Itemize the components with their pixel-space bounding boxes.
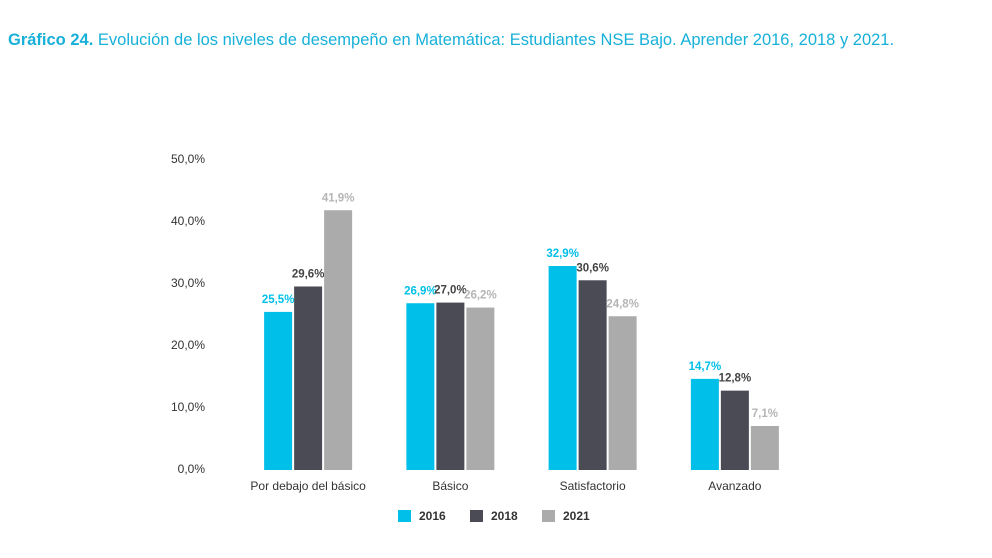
y-tick-label: 20,0% xyxy=(171,338,205,352)
legend-swatch xyxy=(470,510,483,522)
bar xyxy=(436,302,465,470)
legend-swatch xyxy=(398,510,411,522)
y-tick-label: 0,0% xyxy=(178,462,206,476)
title-text: Evolución de los niveles de desempeño en… xyxy=(97,31,895,49)
value-label: 41,9% xyxy=(322,192,355,204)
legend-label: 2018 xyxy=(491,509,518,523)
bar xyxy=(324,210,353,470)
x-tick-label: Por debajo del básico xyxy=(250,479,366,493)
value-label: 32,9% xyxy=(546,248,579,260)
legend-label: 2016 xyxy=(419,509,446,523)
title-label: Gráfico 24. xyxy=(8,31,94,49)
bar xyxy=(466,307,495,470)
value-label: 7,1% xyxy=(752,408,778,420)
legend-label: 2021 xyxy=(563,509,590,523)
bar xyxy=(548,266,577,470)
bar xyxy=(720,390,749,470)
y-tick-label: 30,0% xyxy=(171,276,205,290)
bar xyxy=(690,378,719,470)
x-tick-label: Avanzado xyxy=(708,479,761,493)
value-label: 29,6% xyxy=(292,269,325,281)
value-label: 30,6% xyxy=(576,262,609,274)
chart-title: Gráfico 24. Evolución de los niveles de … xyxy=(8,30,988,51)
value-label: 25,5% xyxy=(262,294,295,306)
bar xyxy=(294,286,323,470)
x-tick-label: Satisfactorio xyxy=(560,479,626,493)
value-label: 24,8% xyxy=(606,298,639,310)
value-label: 12,8% xyxy=(719,373,752,385)
bar xyxy=(578,280,607,470)
y-tick-label: 50,0% xyxy=(171,152,205,166)
x-tick-label: Básico xyxy=(432,479,468,493)
value-label: 26,2% xyxy=(464,290,497,302)
bar xyxy=(264,311,293,470)
y-tick-label: 10,0% xyxy=(171,400,205,414)
y-tick-label: 40,0% xyxy=(171,214,205,228)
bar xyxy=(406,303,435,470)
value-label: 27,0% xyxy=(434,285,467,297)
bar xyxy=(608,316,637,470)
value-label: 14,7% xyxy=(689,361,722,373)
bar xyxy=(750,425,779,470)
legend-swatch xyxy=(542,510,555,522)
value-label: 26,9% xyxy=(404,285,437,297)
